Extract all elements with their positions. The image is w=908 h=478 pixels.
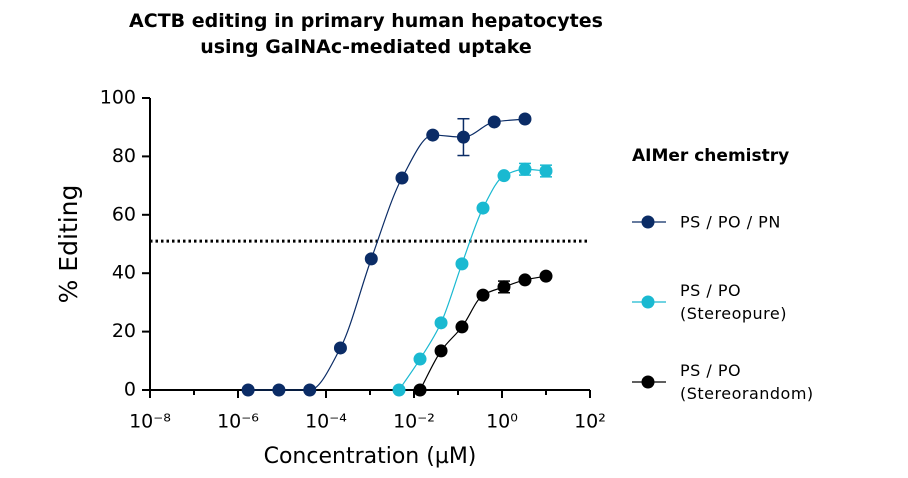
data-point: [413, 352, 427, 366]
legend-symbol: [632, 215, 666, 229]
legend-marker: [641, 295, 655, 309]
data-point: [476, 288, 490, 302]
chart-title: ACTB editing in primary human hepatocyte…: [129, 10, 603, 58]
x-tick-label: 10⁻⁸: [129, 411, 171, 433]
y-tick-label: 0: [124, 379, 136, 401]
legend-symbol: [632, 375, 666, 389]
y-tick-label: 80: [112, 145, 136, 167]
data-point: [518, 112, 532, 126]
data-point: [303, 383, 317, 397]
data-point: [413, 383, 427, 397]
data-point: [392, 383, 406, 397]
x-tick-label: 10⁻²: [393, 411, 435, 433]
data-point: [434, 344, 448, 358]
data-point: [272, 383, 286, 397]
fit-curve: [248, 118, 526, 391]
data-point: [426, 128, 440, 142]
legend-marker: [641, 375, 655, 389]
data-point: [476, 201, 490, 215]
data-point: [455, 257, 469, 271]
data-point: [456, 130, 470, 144]
y-tick-label: 20: [112, 320, 136, 342]
x-axis-label: Concentration (µM): [264, 444, 477, 469]
data-point: [518, 273, 532, 287]
data-point: [497, 280, 511, 294]
data-point: [395, 171, 409, 185]
legend-item: PS / PO (Stereopure): [632, 262, 872, 342]
legend-label: PS / PO (Stereopure): [680, 281, 787, 323]
data-point: [518, 162, 532, 176]
data-point: [539, 164, 553, 178]
x-tick-label: 10⁰: [486, 411, 518, 433]
data-point: [364, 252, 378, 266]
y-tick-label: 60: [112, 203, 136, 225]
legend-label: PS / PO / PN: [680, 212, 781, 232]
legend-title: AIMer chemistry: [632, 146, 790, 166]
legend-symbol: [632, 295, 666, 309]
legend-item: PS / PO / PN: [632, 182, 872, 262]
data-point: [487, 115, 501, 129]
data-point: [241, 383, 255, 397]
x-tick-label: 10⁻⁶: [217, 411, 259, 433]
x-tick-label: 10⁻⁴: [305, 411, 347, 433]
legend-marker: [641, 215, 655, 229]
y-tick-label: 40: [112, 262, 136, 284]
y-tick-label: 100: [100, 87, 136, 109]
data-point: [497, 169, 511, 183]
data-point: [434, 316, 448, 330]
data-point: [539, 269, 553, 283]
legend: AIMer chemistry PS / PO / PN PS / PO (Ste…: [632, 146, 872, 422]
y-axis-label: % Editing: [54, 185, 83, 304]
data-point: [333, 341, 347, 355]
legend-label: PS / PO (Stereorandom): [680, 361, 814, 403]
x-tick-label: 10²: [574, 411, 606, 433]
data-point: [455, 320, 469, 334]
legend-item: PS / PO (Stereorandom): [632, 342, 872, 422]
